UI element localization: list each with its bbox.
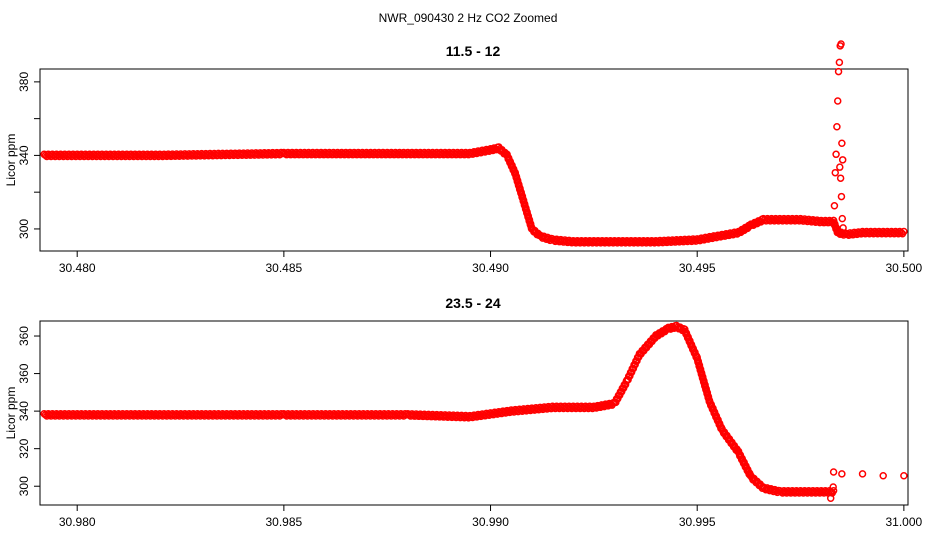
chart-panel-bottom: 23.5 - 24 Licor ppm 30.980 30.985 30.990 30… [4,295,923,529]
data-point [829,487,838,495]
x-tick-label: 30.990 [472,515,509,529]
data-point [629,364,638,373]
data-point [839,224,847,232]
data-point [838,156,847,164]
data-point [838,139,846,148]
y-tick-label: 300 [17,219,31,239]
y-tick-label: 360 [17,363,31,383]
data-point [624,375,632,384]
data-point [836,174,845,182]
axis-ticks-bottom: 30.980 30.985 30.990 30.995 31.000 300 320 340 3… [17,326,923,529]
y-axis-title-top: Licor ppm [4,134,18,187]
data-point [838,470,846,478]
data-point [829,468,838,476]
data-points-top [40,40,908,247]
data-point [858,470,867,478]
x-tick-label: 30.485 [266,261,303,275]
panel-title-top: 11.5 - 12 [446,43,501,59]
x-tick-label: 30.995 [679,515,716,529]
data-point [900,471,908,480]
data-point [835,58,844,67]
data-point [837,40,845,48]
data-point [831,168,840,177]
data-point [830,202,839,210]
y-tick-label: 320 [17,438,31,458]
y-tick-label: 360 [17,326,31,346]
data-point [833,122,841,131]
plot-frame-bottom [39,320,909,506]
plot-frame-top [39,68,909,252]
data-point [626,372,634,380]
chart-panel-top: 11.5 - 12 Licor ppm 30.480 30.485 30.490 30… [4,40,923,275]
y-tick-label: 340 [17,145,31,165]
y-tick-label: 300 [17,476,31,496]
data-point [627,368,636,376]
data-point [833,97,842,105]
figure-title: NWR_090430 2 Hz CO2 Zoomed [379,11,558,25]
data-point [633,357,641,365]
data-points-bottom [40,321,908,503]
data-point [631,360,639,369]
data-point [829,216,838,225]
x-tick-label: 30.985 [266,515,303,529]
x-tick-label: 30.490 [472,261,509,275]
x-tick-label: 30.500 [886,261,923,275]
x-tick-label: 30.480 [59,261,96,275]
data-point [832,150,840,159]
data-point [829,483,837,491]
panel-title-bottom: 23.5 - 24 [445,295,500,311]
axis-ticks-top: 30.480 30.485 30.490 30.495 30.500 300 340 380 [17,72,923,275]
x-tick-label: 30.980 [59,515,96,529]
data-point [837,192,846,201]
x-tick-label: 31.000 [886,515,923,529]
x-tick-label: 30.495 [679,261,716,275]
data-point [879,471,887,480]
data-point [900,227,908,236]
data-point [838,214,847,223]
y-tick-label: 340 [17,401,31,421]
data-point [834,67,843,76]
y-tick-label: 380 [17,72,31,92]
data-point [836,163,844,171]
y-axis-title-bottom: Licor ppm [4,387,18,440]
